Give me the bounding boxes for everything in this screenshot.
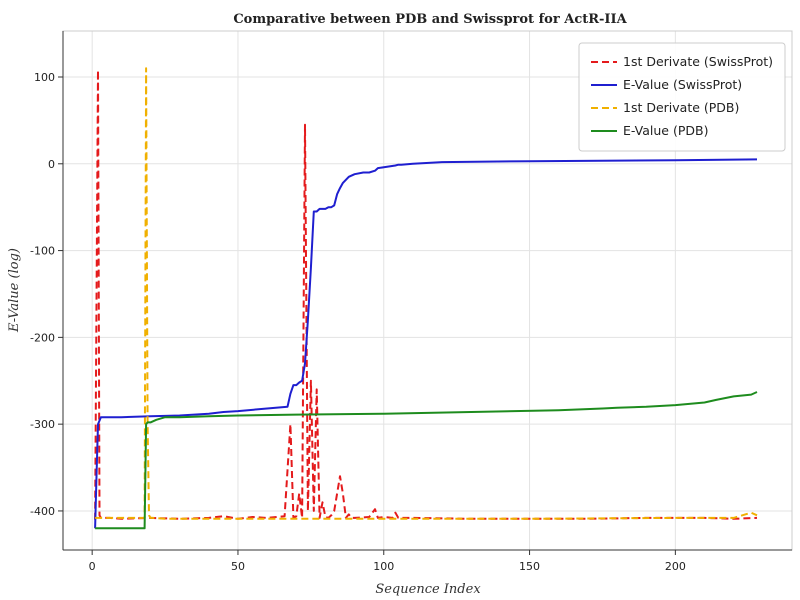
- legend-box: [578, 42, 786, 152]
- series-line-e-value-swissprot: [94, 158, 758, 529]
- legend-label: 1st Derivate (PDB): [623, 100, 739, 115]
- series-line-1st-derivate-swissprot: [94, 69, 758, 520]
- legend-label: E-Value (PDB): [623, 123, 708, 138]
- x-tick-label: 150: [519, 560, 540, 573]
- y-tick-label: -400: [30, 505, 55, 518]
- y-axis: 100 0 -100 -200 -300 -400: [30, 31, 64, 550]
- x-tick-label: 0: [89, 560, 96, 573]
- x-axis-label: Sequence Index: [375, 582, 481, 597]
- y-tick-label: 100: [34, 71, 55, 84]
- y-tick-label: -200: [30, 331, 55, 344]
- y-tick-label: 0: [48, 158, 55, 171]
- x-tick-label: 200: [665, 560, 686, 573]
- x-tick-label: 50: [231, 560, 245, 573]
- legend: 1st Derivate (SwissProt) E-Value (SwissPr…: [578, 42, 786, 152]
- chart-title: Comparative between PDB and Swissprot fo…: [233, 12, 627, 27]
- series-line-1st-derivate-pdb: [95, 67, 758, 520]
- grid: [63, 31, 792, 550]
- y-axis-label: E-Value (log): [7, 248, 22, 333]
- y-tick-label: -300: [30, 418, 55, 431]
- x-axis: 0 50 100 150 200: [63, 549, 792, 573]
- y-tick-label: -100: [30, 245, 55, 258]
- legend-label: 1st Derivate (SwissProt): [623, 54, 773, 69]
- legend-label: E-Value (SwissProt): [623, 77, 742, 92]
- series-line-e-value-pdb: [95, 391, 758, 530]
- series-layer: [94, 67, 758, 530]
- x-tick-label: 100: [373, 560, 394, 573]
